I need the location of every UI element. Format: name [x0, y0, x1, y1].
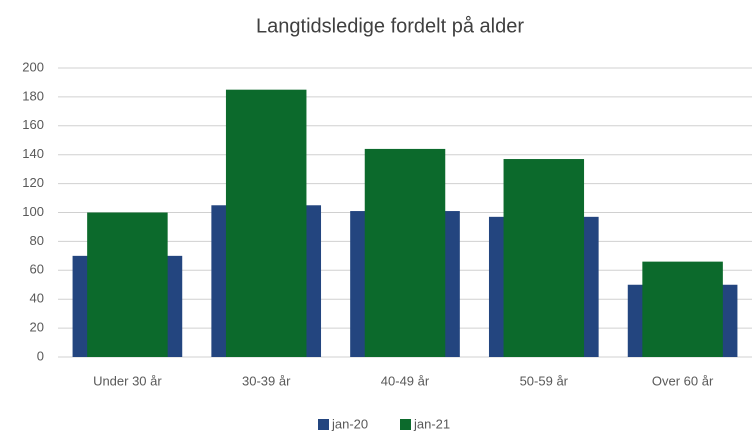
y-tick-label: 180 [22, 88, 44, 103]
y-tick-label: 140 [22, 146, 44, 161]
y-tick-label: 120 [22, 175, 44, 190]
y-tick-label: 80 [30, 233, 44, 248]
x-tick-label: 50-59 år [520, 373, 569, 388]
bar [503, 159, 585, 357]
y-tick-label: 160 [22, 117, 44, 132]
legend-label: jan-20 [331, 416, 368, 431]
y-tick-label: 0 [37, 348, 44, 363]
legend-label: jan-21 [413, 416, 450, 431]
bar [225, 89, 307, 358]
x-tick-label: 30-39 år [242, 373, 291, 388]
y-tick-label: 40 [30, 291, 44, 306]
x-tick-label: Under 30 år [93, 373, 162, 388]
legend-swatch [318, 419, 329, 430]
bar [87, 212, 168, 357]
y-tick-label: 100 [22, 204, 44, 219]
bar [642, 261, 723, 357]
x-tick-label: 40-49 år [381, 373, 430, 388]
x-tick-label: Over 60 år [652, 373, 714, 388]
bar [364, 148, 446, 357]
y-tick-label: 60 [30, 262, 44, 277]
legend-swatch [400, 419, 411, 430]
y-tick-label: 20 [30, 320, 44, 335]
chart-title: Langtidsledige fordelt på alder [256, 15, 524, 37]
y-tick-label: 200 [22, 59, 44, 74]
